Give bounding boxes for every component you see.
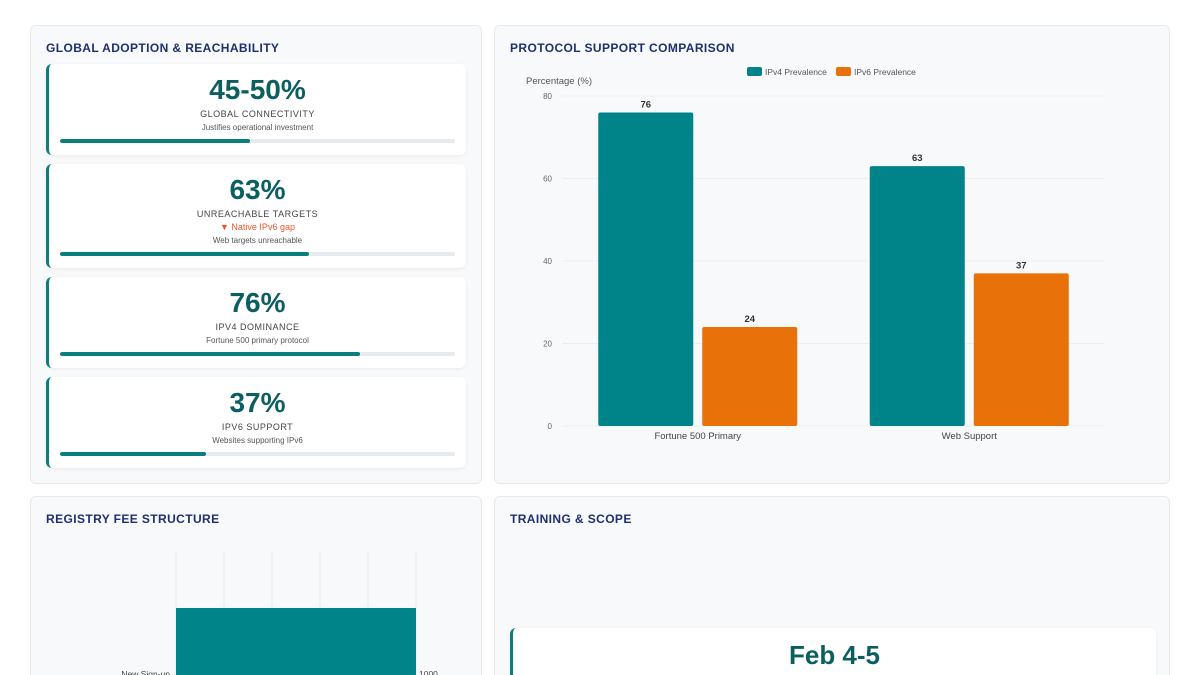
y-axis-label: Percentage (%): [526, 76, 592, 87]
stat-label: UNREACHABLE TARGETS: [196, 209, 319, 219]
legend-label: IPv6 Prevalence: [854, 67, 916, 77]
progress-fill: [60, 139, 250, 143]
bar-ipv4-prevalence: [598, 112, 694, 426]
progress-fill: [60, 352, 361, 356]
progress-bar: [60, 452, 455, 456]
x-tick-label: Fortune 500 Primary: [654, 431, 741, 442]
stat-label: IPV4 DOMINANCE: [215, 322, 300, 332]
stat-value: 37%: [229, 387, 286, 418]
stat-subtext: Web targets unreachable: [212, 236, 303, 245]
y-tick-label: 80: [543, 92, 552, 101]
progress-bar: [60, 139, 455, 143]
stat-label: IPV6 SUPPORT: [221, 422, 294, 432]
stat-alert-text: ▼ Native IPv6 gap: [220, 222, 295, 232]
fees-panel-title: REGISTRY FEE STRUCTURE: [46, 512, 220, 526]
legend-label: IPv4 Prevalence: [765, 67, 827, 77]
bar-ipv4-prevalence: [869, 166, 965, 426]
bar-data-label: 24: [744, 314, 755, 325]
stat-value: 76%: [229, 287, 286, 318]
progress-bar: [60, 352, 455, 356]
y-tick-label: 20: [543, 340, 552, 349]
adoption-panel: GLOBAL ADOPTION & REACHABILITY 45-50% GL…: [30, 25, 482, 484]
bar-data-label: 37: [1016, 260, 1027, 271]
training-date-card: Feb 4-5: [510, 628, 1156, 675]
y-tick-label: 60: [543, 175, 552, 184]
stat-subtext: Websites supporting IPv6: [212, 436, 303, 445]
stat-card-unreachable-targets: 63% UNREACHABLE TARGETS ▼ Native IPv6 ga…: [46, 164, 466, 268]
stat-card-ipv6-support: 37% IPV6 SUPPORT Websites supporting IPv…: [46, 377, 466, 468]
bar-ipv6-prevalence: [702, 327, 798, 426]
stat-card-global-connectivity: 45-50% GLOBAL CONNECTIVITY Justifies ope…: [46, 64, 466, 155]
protocol-panel: PROTOCOL SUPPORT COMPARISON 0 20 40 60 80 Per…: [494, 25, 1170, 484]
stat-value: 63%: [229, 174, 286, 205]
protocol-bar-chart: 0 20 40 60 80 Percentage (%) IPv4 Prevalence IP…: [526, 67, 1105, 442]
progress-bar: [60, 252, 455, 256]
y-tick-label: 0: [548, 422, 553, 431]
bar-data-label: 63: [912, 153, 923, 164]
progress-fill: [60, 452, 207, 456]
training-date: Feb 4-5: [788, 640, 881, 670]
bar-fee: [176, 608, 416, 675]
x-tick-label: Web Support: [942, 431, 998, 442]
adoption-panel-title: GLOBAL ADOPTION & REACHABILITY: [46, 41, 280, 55]
progress-fill: [60, 252, 309, 256]
stat-value: 45-50%: [209, 74, 306, 105]
protocol-panel-title: PROTOCOL SUPPORT COMPARISON: [510, 41, 735, 55]
stat-card-ipv4-dominance: 76% IPV4 DOMINANCE Fortune 500 primary p…: [46, 277, 466, 368]
y-tick-label: 40: [543, 257, 552, 266]
stat-label: GLOBAL CONNECTIVITY: [200, 109, 315, 119]
fees-bar-chart: New Sign-up 1000: [121, 552, 438, 675]
training-panel-title: TRAINING & SCOPE: [510, 512, 632, 526]
bar-ipv6-prevalence: [973, 273, 1069, 426]
stat-subtext: Fortune 500 primary protocol: [206, 336, 309, 345]
legend-swatch: [836, 67, 851, 76]
bar-value-label: 1000: [419, 669, 438, 675]
category-label: New Sign-up: [121, 669, 170, 675]
bar-data-label: 76: [640, 100, 651, 111]
stat-subtext: Justifies operational investment: [201, 123, 314, 132]
training-panel: TRAINING & SCOPE Feb 4-5: [494, 496, 1170, 675]
legend-swatch: [747, 67, 762, 76]
fees-panel: REGISTRY FEE STRUCTURE New Sign-up 1000: [30, 496, 482, 675]
